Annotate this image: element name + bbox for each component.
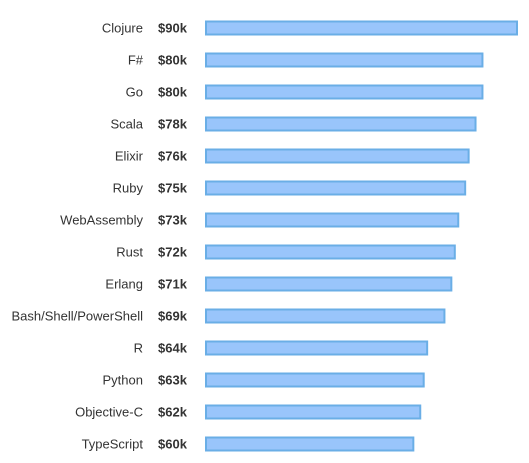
bar-row: R $64k	[134, 340, 429, 356]
value-label: $76k	[158, 149, 188, 164]
value-label: $62k	[158, 405, 188, 420]
bar-row: Rust $72k	[116, 244, 456, 260]
value-label: $71k	[158, 277, 188, 292]
value-label: $78k	[158, 117, 188, 132]
category-label: R	[134, 341, 143, 356]
bar-row: Python $63k	[103, 372, 425, 388]
bar	[205, 180, 467, 196]
value-label: $64k	[158, 341, 188, 356]
category-label: Bash/Shell/PowerShell	[11, 309, 143, 324]
category-label: F#	[128, 53, 144, 68]
bar	[205, 116, 477, 132]
category-label: Clojure	[102, 21, 143, 36]
bar	[205, 372, 425, 388]
bar	[205, 436, 415, 452]
value-label: $60k	[158, 437, 188, 452]
bar-row: Go $80k	[126, 84, 484, 100]
value-label: $80k	[158, 85, 188, 100]
value-label: $63k	[158, 373, 188, 388]
bar-row: TypeScript $60k	[82, 436, 415, 452]
category-label: Ruby	[113, 181, 144, 196]
bar-row: Elixir $76k	[115, 148, 470, 164]
bar	[205, 52, 484, 68]
category-label: Python	[103, 373, 143, 388]
bar	[205, 212, 460, 228]
value-label: $90k	[158, 21, 188, 36]
bar-row: Ruby $75k	[113, 180, 467, 196]
category-label: Erlang	[105, 277, 143, 292]
value-label: $73k	[158, 213, 188, 228]
category-label: Rust	[116, 245, 143, 260]
bar	[205, 340, 429, 356]
value-label: $75k	[158, 181, 188, 196]
category-label: Go	[126, 85, 143, 100]
value-label: $72k	[158, 245, 188, 260]
bar-row: F# $80k	[128, 52, 484, 68]
bar	[205, 404, 422, 420]
value-label: $80k	[158, 53, 188, 68]
bar	[205, 148, 470, 164]
bar	[205, 308, 446, 324]
category-label: Scala	[110, 117, 143, 132]
bar-row: Bash/Shell/PowerShell $69k	[11, 308, 446, 324]
bar	[205, 276, 453, 292]
value-label: $69k	[158, 309, 188, 324]
category-label: Elixir	[115, 149, 144, 164]
bar-row: Scala $78k	[110, 116, 477, 132]
category-label: TypeScript	[82, 437, 144, 452]
bar-row: Objective-C $62k	[75, 404, 422, 420]
bar-row: WebAssembly $73k	[60, 212, 460, 228]
bar	[205, 244, 456, 260]
bar	[205, 84, 484, 100]
bar	[205, 20, 518, 36]
category-label: WebAssembly	[60, 213, 143, 228]
bar-row: Erlang $71k	[105, 276, 453, 292]
category-label: Objective-C	[75, 405, 143, 420]
bar-row: Clojure $90k	[102, 20, 518, 36]
